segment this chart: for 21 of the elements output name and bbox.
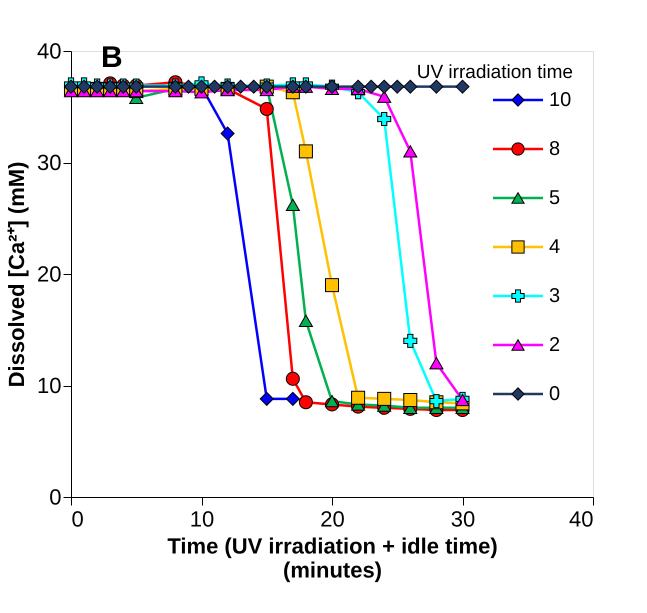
- y-tick-label: 0: [49, 484, 62, 510]
- legend-title: UV irradiation time: [416, 62, 573, 83]
- legend-label: 8: [549, 138, 560, 160]
- legend-label: 3: [549, 285, 560, 307]
- x-tick-label: 40: [569, 506, 594, 532]
- y-tick-label: 10: [37, 373, 62, 398]
- y-tick-label: 30: [37, 150, 62, 175]
- legend-label: 5: [549, 187, 560, 209]
- y-tick-label: 40: [37, 38, 62, 64]
- y-tick-label: 20: [37, 262, 62, 286]
- y-axis-title: Dissolved [Ca²⁺] (mM): [4, 162, 30, 388]
- x-tick-label: 30: [450, 506, 476, 532]
- legend-label: 0: [549, 383, 560, 405]
- legend-label: 2: [549, 334, 560, 356]
- x-tick-label: 10: [190, 506, 214, 532]
- legend-label: 4: [549, 236, 560, 258]
- x-tick-label: 0: [72, 506, 84, 532]
- legend-label: 10: [549, 89, 572, 111]
- x-axis-title: Time (UV irradiation + idle time) (minutes): [167, 534, 498, 582]
- chart-title: B: [101, 41, 123, 74]
- x-tick-label: 20: [320, 506, 345, 532]
